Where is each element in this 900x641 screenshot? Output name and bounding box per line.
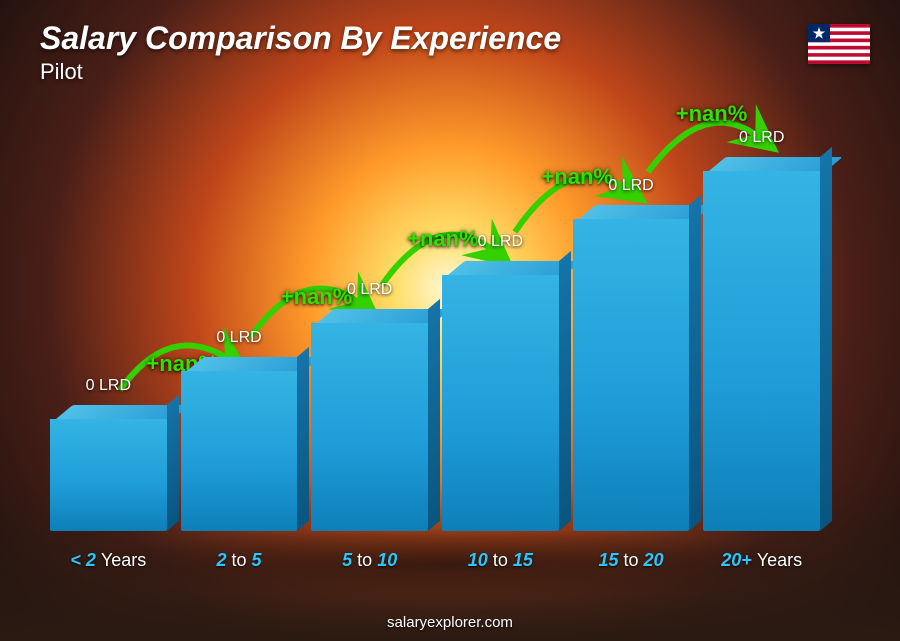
bar-6 [703,157,820,531]
bars-row: 0 LRD 0 LRD 0 LRD [40,90,830,531]
header: Salary Comparison By Experience Pilot [40,20,860,85]
bar-group-5: 0 LRD [573,177,690,531]
x-label-6: 20+ Years [703,550,820,571]
x-axis: < 2 Years 2 to 5 5 to 10 10 to 15 15 to [40,550,830,571]
x-label-4: 10 to 15 [442,550,559,571]
bar-5 [573,205,690,531]
bar-value-1: 0 LRD [86,377,131,395]
bar-4 [442,261,559,531]
bar-value-3: 0 LRD [347,281,392,299]
x-label-2: 2 to 5 [181,550,298,571]
bar-value-4: 0 LRD [478,233,523,251]
x-label-3: 5 to 10 [311,550,428,571]
bar-group-4: 0 LRD [442,233,559,531]
chart-title: Salary Comparison By Experience [40,20,860,57]
chart-container: Salary Comparison By Experience Pilot Av… [0,0,900,641]
bar-2 [181,357,298,531]
chart-subtitle: Pilot [40,59,860,85]
bar-group-2: 0 LRD [181,329,298,531]
bar-value-2: 0 LRD [216,329,261,347]
bar-value-5: 0 LRD [608,177,653,195]
x-label-1: < 2 Years [50,550,167,571]
footer-source: salaryexplorer.com [0,614,900,631]
bar-chart: +nan% +nan% +nan% +nan% +nan% 0 LRD 0 LR… [40,90,830,571]
bar-group-6: 0 LRD [703,129,820,531]
bar-3 [311,309,428,531]
bar-value-6: 0 LRD [739,129,784,147]
liberia-flag-icon [808,24,870,64]
x-label-5: 15 to 20 [573,550,690,571]
bar-group-3: 0 LRD [311,281,428,531]
bar-group-1: 0 LRD [50,377,167,531]
bar-1 [50,405,167,531]
